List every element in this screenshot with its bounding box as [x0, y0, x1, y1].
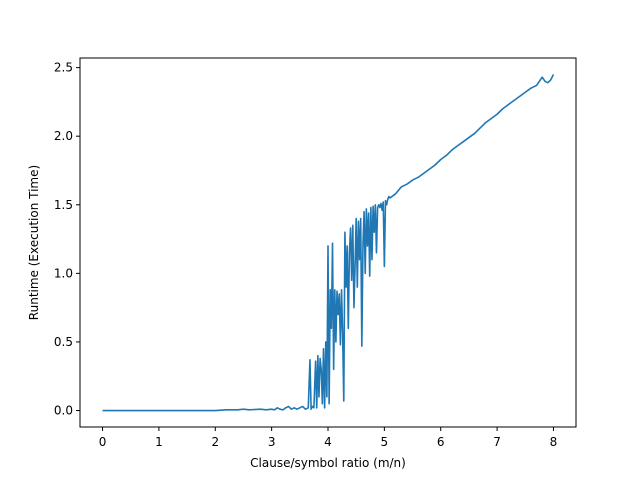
y-axis-ticks: 0.0 0.5 1.0 1.5 2.0 2.5 — [54, 61, 80, 418]
x-tick-label: 0 — [99, 435, 107, 449]
y-tick-label: 1.0 — [54, 266, 73, 280]
axes-frame — [79, 57, 577, 428]
y-tick-label: 2.0 — [54, 129, 73, 143]
x-axis-ticks: 0 1 2 3 4 5 6 7 8 — [99, 427, 558, 449]
x-tick-label: 1 — [155, 435, 163, 449]
x-tick-label: 7 — [493, 435, 501, 449]
y-tick-label: 1.5 — [54, 198, 73, 212]
plot-area — [102, 74, 555, 412]
y-tick-label: 0.5 — [54, 335, 73, 349]
x-tick-label: 5 — [381, 435, 389, 449]
x-tick-label: 3 — [268, 435, 276, 449]
y-axis-label: Runtime (Execution Time) — [27, 165, 41, 320]
y-tick-label: 2.5 — [54, 61, 73, 75]
x-axis-label: Clause/symbol ratio (m/n) — [250, 456, 406, 470]
series-line-0 — [102, 74, 555, 412]
y-tick-label: 0.0 — [54, 404, 73, 418]
x-tick-label: 8 — [550, 435, 558, 449]
x-tick-label: 4 — [324, 435, 332, 449]
x-tick-label: 2 — [211, 435, 219, 449]
x-tick-label: 6 — [437, 435, 445, 449]
